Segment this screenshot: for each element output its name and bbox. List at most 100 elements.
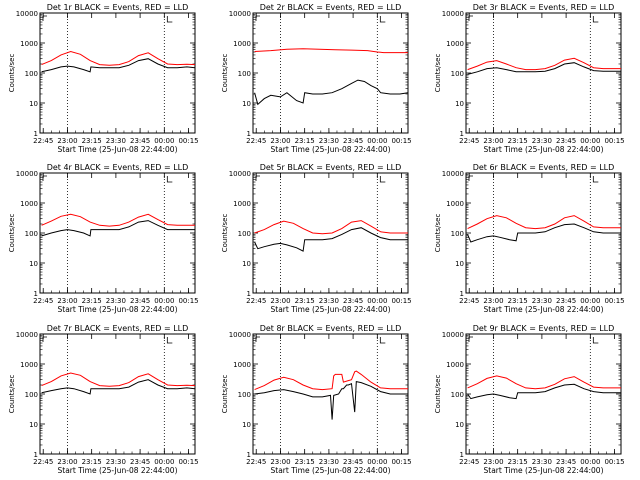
series-lld-line — [254, 48, 408, 54]
y-tick-label: 10 — [29, 421, 38, 429]
y-axis-label: Counts/sec — [221, 375, 229, 414]
x-tick-label: 22:45 — [33, 297, 53, 305]
x-axis-label: Start Time (25-Jun-08 22:44:00) — [484, 466, 604, 475]
x-axis-label: Start Time (25-Jun-08 22:44:00) — [484, 305, 604, 314]
panel-title: Det 6r BLACK = Events, RED = LLD — [473, 163, 615, 172]
x-tick-label: 23:15 — [508, 297, 528, 305]
series-events-line — [254, 380, 408, 420]
x-tick-label: 00:15 — [391, 297, 411, 305]
y-tick-label: 10 — [29, 260, 38, 268]
x-tick-label: 23:15 — [295, 458, 315, 466]
detector-panel-8: Det 8r BLACK = Events, RED = LLD 1 10 100 10… — [221, 324, 412, 475]
x-tick-label: 00:15 — [391, 137, 411, 145]
x-tick-label: 23:45 — [343, 137, 363, 145]
series-events-line — [467, 62, 621, 75]
detector-panel-2: Det 2r BLACK = Events, RED = LLD 1 10 100 10… — [221, 3, 412, 154]
panel-title: Det 2r BLACK = Events, RED = LLD — [260, 3, 402, 12]
x-tick-label: 00:15 — [178, 297, 198, 305]
y-tick-label: 1000 — [446, 361, 464, 369]
series-events-line — [41, 220, 195, 237]
corner-mark-left — [468, 175, 473, 181]
x-tick-label: 23:30 — [532, 297, 552, 305]
corner-mark-right — [379, 176, 386, 183]
x-axis-label: Start Time (25-Jun-08 22:44:00) — [271, 305, 391, 314]
series-events-line — [467, 383, 621, 400]
x-tick-label: 23:15 — [295, 297, 315, 305]
x-tick-label: 23:00 — [483, 137, 503, 145]
y-tick-label: 100 — [451, 70, 464, 78]
y-tick-label: 1 — [34, 451, 38, 459]
x-axis-label: Start Time (25-Jun-08 22:44:00) — [271, 145, 391, 154]
corner-mark-left — [468, 336, 473, 342]
y-axis-label: Counts/sec — [8, 214, 16, 253]
y-tick-label: 100 — [25, 70, 38, 78]
x-tick-label: 00:00 — [154, 297, 174, 305]
x-tick-label: 22:45 — [33, 137, 53, 145]
x-tick-label: 23:00 — [57, 458, 77, 466]
x-tick-label: 23:45 — [130, 297, 150, 305]
x-tick-label: 00:15 — [391, 458, 411, 466]
x-tick-label: 00:00 — [580, 137, 600, 145]
y-tick-label: 10000 — [442, 331, 464, 339]
y-tick-label: 100 — [451, 391, 464, 399]
corner-mark-right — [379, 337, 386, 344]
panel-title: Det 3r BLACK = Events, RED = LLD — [473, 3, 615, 12]
x-tick-label: 22:45 — [459, 458, 479, 466]
x-tick-label: 23:45 — [130, 137, 150, 145]
corner-mark-right — [166, 176, 173, 183]
plot-frame — [465, 12, 622, 134]
y-tick-label: 10 — [242, 100, 251, 108]
x-tick-label: 23:45 — [343, 297, 363, 305]
x-tick-label: 00:00 — [367, 297, 387, 305]
detector-panel-1: Det 1r BLACK = Events, RED = LLD 1 10 100 10… — [8, 3, 199, 154]
x-tick-label: 23:00 — [483, 297, 503, 305]
y-tick-label: 10000 — [16, 170, 38, 178]
x-tick-label: 22:45 — [459, 297, 479, 305]
corner-mark-right — [166, 16, 173, 23]
y-tick-label: 1 — [34, 290, 38, 298]
y-tick-label: 1 — [460, 290, 464, 298]
x-tick-label: 22:45 — [33, 458, 53, 466]
plot-frame — [252, 12, 409, 134]
y-tick-label: 100 — [238, 391, 251, 399]
y-tick-label: 1 — [247, 451, 251, 459]
x-tick-label: 22:45 — [459, 137, 479, 145]
corner-mark-right — [592, 16, 599, 23]
y-tick-label: 10000 — [229, 10, 251, 18]
y-tick-label: 10000 — [442, 170, 464, 178]
panel-title: Det 1r BLACK = Events, RED = LLD — [47, 3, 189, 12]
y-axis-label: Counts/sec — [434, 54, 442, 93]
x-tick-label: 00:00 — [580, 458, 600, 466]
x-tick-label: 23:30 — [319, 458, 339, 466]
y-axis-label: Counts/sec — [8, 375, 16, 414]
x-tick-label: 23:15 — [82, 137, 102, 145]
corner-mark-left — [42, 15, 47, 21]
y-tick-label: 1000 — [446, 40, 464, 48]
y-tick-label: 1000 — [233, 40, 251, 48]
y-axis-label: Counts/sec — [8, 54, 16, 93]
series-lld-line — [41, 372, 196, 387]
x-tick-label: 23:15 — [82, 297, 102, 305]
y-tick-label: 10 — [242, 260, 251, 268]
y-tick-label: 1000 — [20, 200, 38, 208]
y-axis-label: Counts/sec — [434, 375, 442, 414]
x-tick-label: 00:00 — [580, 297, 600, 305]
series-lld-line — [254, 220, 408, 235]
x-axis-label: Start Time (25-Jun-08 22:44:00) — [58, 145, 178, 154]
corner-mark-left — [468, 15, 473, 21]
y-tick-label: 1 — [34, 130, 38, 138]
x-tick-label: 23:15 — [508, 137, 528, 145]
series-lld-line — [467, 57, 621, 71]
corner-mark-left — [42, 336, 47, 342]
x-tick-label: 00:15 — [178, 137, 198, 145]
series-lld-line — [41, 213, 195, 227]
plot-frame — [39, 12, 196, 134]
x-tick-label: 23:45 — [130, 458, 150, 466]
series-lld-line — [467, 375, 621, 390]
x-tick-label: 23:30 — [319, 297, 339, 305]
y-tick-label: 10000 — [442, 10, 464, 18]
y-tick-label: 1 — [247, 290, 251, 298]
plot-frame — [465, 172, 622, 294]
y-tick-label: 1000 — [233, 361, 251, 369]
y-tick-label: 1 — [460, 451, 464, 459]
